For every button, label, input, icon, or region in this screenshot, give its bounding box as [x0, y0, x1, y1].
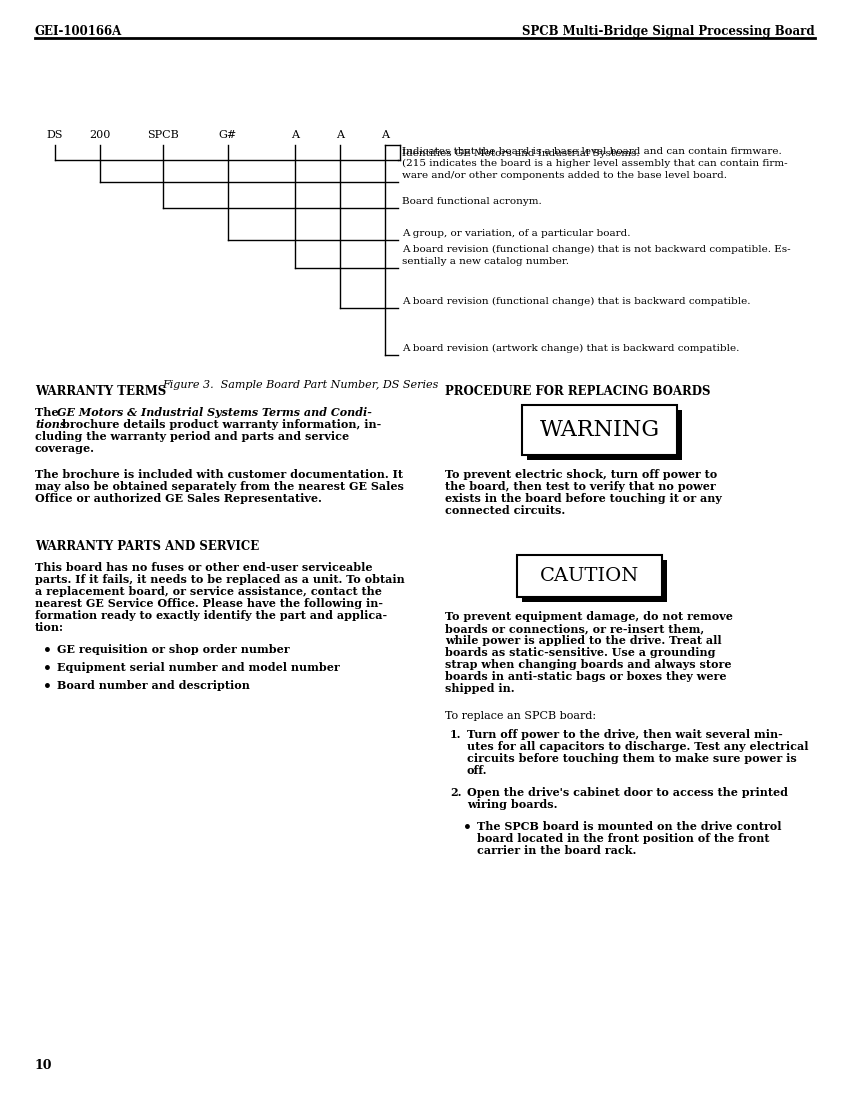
Text: A: A [336, 130, 344, 140]
Text: This board has no fuses or other end-user serviceable: This board has no fuses or other end-use… [35, 562, 372, 573]
Text: parts. If it fails, it needs to be replaced as a unit. To obtain: parts. If it fails, it needs to be repla… [35, 574, 405, 585]
Text: Identifies GE Motors and Industrial Systems.: Identifies GE Motors and Industrial Syst… [402, 148, 639, 158]
Text: Turn off power to the drive, then wait several min-: Turn off power to the drive, then wait s… [467, 729, 783, 740]
Text: carrier in the board rack.: carrier in the board rack. [477, 845, 637, 856]
Text: 2.: 2. [450, 786, 462, 798]
Text: To prevent electric shock, turn off power to: To prevent electric shock, turn off powe… [445, 469, 717, 480]
Bar [518, 556, 662, 597]
Text: Open the drive's cabinet door to access the printed: Open the drive's cabinet door to access … [467, 786, 788, 798]
Text: PROCEDURE FOR REPLACING BOARDS: PROCEDURE FOR REPLACING BOARDS [445, 385, 711, 398]
Text: SPCB Multi-Bridge Signal Processing Board: SPCB Multi-Bridge Signal Processing Boar… [523, 25, 815, 39]
Text: the board, then test to verify that no power: the board, then test to verify that no p… [445, 481, 716, 492]
Text: 10: 10 [35, 1059, 53, 1072]
Text: while power is applied to the drive. Treat all: while power is applied to the drive. Tre… [445, 635, 722, 646]
Text: utes for all capacitors to discharge. Test any electrical: utes for all capacitors to discharge. Te… [467, 741, 808, 752]
Text: GEI-100166A: GEI-100166A [35, 25, 122, 39]
Text: A board revision (functional change) that is backward compatible.: A board revision (functional change) tha… [402, 297, 751, 306]
Text: off.: off. [467, 764, 488, 776]
Text: A board revision (artwork change) that is backward compatible.: A board revision (artwork change) that i… [402, 344, 740, 353]
Text: Equipment serial number and model number: Equipment serial number and model number [57, 662, 340, 673]
Text: DS: DS [47, 130, 63, 140]
Text: wiring boards.: wiring boards. [467, 799, 558, 810]
Text: A: A [381, 130, 389, 140]
Text: Board functional acronym.: Board functional acronym. [402, 197, 541, 206]
Text: boards in anti-static bags or boxes they were: boards in anti-static bags or boxes they… [445, 671, 727, 682]
Text: strap when changing boards and always store: strap when changing boards and always st… [445, 659, 732, 670]
Text: connected circuits.: connected circuits. [445, 505, 565, 516]
Text: A group, or variation, of a particular board.: A group, or variation, of a particular b… [402, 229, 631, 238]
Text: Figure 3.  Sample Board Part Number, DS Series: Figure 3. Sample Board Part Number, DS S… [162, 379, 439, 390]
Text: GE requisition or shop order number: GE requisition or shop order number [57, 644, 290, 654]
Text: tion:: tion: [35, 621, 64, 632]
Text: The SPCB board is mounted on the drive control: The SPCB board is mounted on the drive c… [477, 821, 781, 832]
Text: shipped in.: shipped in. [445, 683, 514, 694]
Text: Indicates that the board is a base level board and can contain firmware.
(215 in: Indicates that the board is a base level… [402, 147, 788, 180]
Text: G#: G# [218, 130, 237, 140]
Text: Office or authorized GE Sales Representative.: Office or authorized GE Sales Representa… [35, 493, 322, 504]
Text: To replace an SPCB board:: To replace an SPCB board: [445, 711, 596, 720]
Text: 200: 200 [89, 130, 110, 140]
Text: SPCB: SPCB [147, 130, 178, 140]
Bar [523, 560, 667, 602]
Text: •: • [463, 821, 472, 835]
Text: cluding the warranty period and parts and service: cluding the warranty period and parts an… [35, 431, 349, 442]
Bar [523, 405, 677, 455]
Text: may also be obtained separately from the nearest GE Sales: may also be obtained separately from the… [35, 481, 404, 492]
Text: formation ready to exactly identify the part and applica-: formation ready to exactly identify the … [35, 610, 387, 621]
Text: •: • [43, 662, 52, 676]
Text: nearest GE Service Office. Please have the following in-: nearest GE Service Office. Please have t… [35, 598, 383, 609]
Text: WARRANTY TERMS: WARRANTY TERMS [35, 385, 167, 398]
Text: •: • [43, 644, 52, 658]
Text: To prevent equipment damage, do not remove: To prevent equipment damage, do not remo… [445, 610, 733, 621]
Text: WARNING: WARNING [540, 419, 660, 441]
Text: •: • [43, 680, 52, 694]
Text: A: A [291, 130, 299, 140]
Bar [528, 410, 683, 460]
Text: boards or connections, or re-insert them,: boards or connections, or re-insert them… [445, 623, 705, 634]
Text: WARRANTY PARTS AND SERVICE: WARRANTY PARTS AND SERVICE [35, 540, 259, 553]
Text: A board revision (functional change) that is not backward compatible. Es-
sentia: A board revision (functional change) tha… [402, 245, 790, 266]
Text: coverage.: coverage. [35, 443, 95, 454]
Text: boards as static-sensitive. Use a grounding: boards as static-sensitive. Use a ground… [445, 647, 716, 658]
Text: board located in the front position of the front: board located in the front position of t… [477, 833, 769, 844]
Text: exists in the board before touching it or any: exists in the board before touching it o… [445, 493, 722, 504]
Text: The brochure is included with customer documentation. It: The brochure is included with customer d… [35, 469, 403, 480]
Text: 1.: 1. [450, 729, 462, 740]
Text: tions: tions [35, 419, 66, 430]
Text: CAUTION: CAUTION [541, 566, 639, 585]
Text: circuits before touching them to make sure power is: circuits before touching them to make su… [467, 754, 796, 764]
Text: GE Motors & Industrial Systems Terms and Condi-: GE Motors & Industrial Systems Terms and… [57, 407, 371, 418]
Text: Board number and description: Board number and description [57, 680, 250, 691]
Text: brochure details product warranty information, in-: brochure details product warranty inform… [62, 419, 382, 430]
Text: The: The [35, 407, 62, 418]
Text: a replacement board, or service assistance, contact the: a replacement board, or service assistan… [35, 586, 382, 597]
